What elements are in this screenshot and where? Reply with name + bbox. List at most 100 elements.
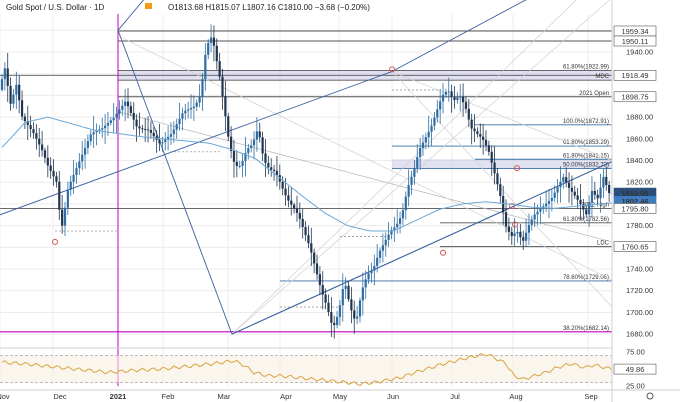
- candle-body: [553, 192, 556, 198]
- candle-body: [215, 45, 218, 62]
- candle-body: [295, 208, 299, 213]
- candle-body: [238, 165, 241, 167]
- candle-body: [456, 97, 459, 101]
- candle-body: [516, 231, 519, 234]
- candle-body: [401, 210, 405, 219]
- pivot-marker: [389, 66, 395, 73]
- level-label: MDC: [595, 74, 609, 80]
- fan-line: [231, 0, 577, 335]
- y-tick-label: 1740.00: [626, 265, 653, 274]
- candle-body: [356, 316, 359, 319]
- candle-body: [26, 120, 29, 126]
- candle-body: [9, 85, 12, 104]
- x-tick-label: Aug: [509, 392, 522, 401]
- candle-body: [484, 139, 488, 146]
- x-tick-label: Dec: [53, 392, 67, 401]
- candle-body: [562, 177, 565, 182]
- x-tick-label: May: [333, 392, 347, 401]
- rsi-panel: [0, 347, 613, 387]
- candle-body: [267, 162, 270, 168]
- fan-line: [117, 111, 613, 243]
- x-tick-label: Apr: [280, 392, 292, 401]
- candle-body: [384, 239, 387, 246]
- candle-body: [158, 139, 161, 144]
- candle-body: [69, 181, 72, 190]
- candle-body: [72, 174, 75, 182]
- candle-body: [284, 188, 287, 196]
- candle-body: [407, 184, 410, 197]
- candle-body: [192, 106, 195, 109]
- price-tag: [613, 241, 657, 252]
- candle-body: [98, 129, 101, 131]
- candle-body: [178, 118, 181, 125]
- candle-body: [587, 202, 591, 215]
- candle-body: [545, 203, 548, 207]
- candle-body: [504, 212, 508, 227]
- candle-body: [101, 128, 104, 130]
- candle-body: [393, 227, 396, 231]
- candle-body: [416, 157, 419, 168]
- candle-body: [576, 195, 579, 200]
- candle-body: [40, 144, 44, 151]
- candle-body: [258, 131, 261, 138]
- candle-body: [539, 209, 542, 212]
- candles: [0, 24, 614, 339]
- price-tag: [613, 203, 657, 214]
- candle-body: [596, 194, 599, 199]
- candle-body: [533, 214, 536, 220]
- candle-body: [470, 119, 473, 129]
- candle-body: [161, 142, 164, 144]
- candle-body: [433, 117, 436, 126]
- candle-body: [338, 305, 342, 317]
- candle-body: [436, 109, 439, 118]
- candle-body: [49, 165, 52, 171]
- candle-body: [141, 128, 144, 130]
- rsi-tick-label: 75.00: [626, 348, 645, 357]
- candle-body: [605, 176, 608, 185]
- candle-body: [115, 113, 118, 118]
- candle-body: [132, 112, 135, 120]
- candle-body: [527, 224, 531, 233]
- candle-body: [241, 161, 244, 166]
- candle-body: [398, 218, 402, 224]
- candle-body: [169, 134, 173, 137]
- candle-body: [287, 195, 290, 201]
- candle-body: [118, 109, 121, 114]
- y-tick-label: 1700.00: [626, 308, 653, 317]
- candle-body: [221, 76, 224, 97]
- pivot-marker: [514, 165, 520, 172]
- candle-body: [590, 191, 594, 203]
- candle-body: [301, 218, 304, 227]
- pivot-marker: [509, 203, 515, 210]
- candle-body: [144, 128, 147, 130]
- candle-body: [530, 219, 533, 225]
- candle-body: [92, 132, 95, 135]
- candle-body: [255, 131, 258, 140]
- candle-body: [198, 97, 201, 103]
- grid: [0, 14, 612, 386]
- candle-body: [15, 84, 18, 95]
- candle-body: [167, 136, 170, 140]
- candle-body: [441, 94, 445, 102]
- candle-body: [487, 145, 490, 152]
- candle-body: [467, 108, 470, 120]
- candle-body: [381, 245, 384, 251]
- candle-body: [447, 91, 450, 93]
- sma-line: [1, 116, 613, 232]
- candle-body: [367, 273, 370, 280]
- x-tick-label: 2021: [110, 392, 127, 401]
- candle-body: [396, 223, 399, 228]
- candle-body: [298, 212, 301, 219]
- candle-body: [129, 106, 132, 113]
- x-tick-label: Feb: [162, 392, 175, 401]
- candle-body: [373, 265, 376, 271]
- candle-body: [404, 196, 407, 211]
- candle-body: [430, 125, 433, 132]
- candle-body: [459, 96, 462, 98]
- x-tick-label: Jul: [450, 392, 460, 401]
- fan-line: [231, 0, 610, 335]
- y-tick-label: 1780.00: [626, 221, 653, 230]
- y-tick-label: 1720.00: [626, 286, 653, 295]
